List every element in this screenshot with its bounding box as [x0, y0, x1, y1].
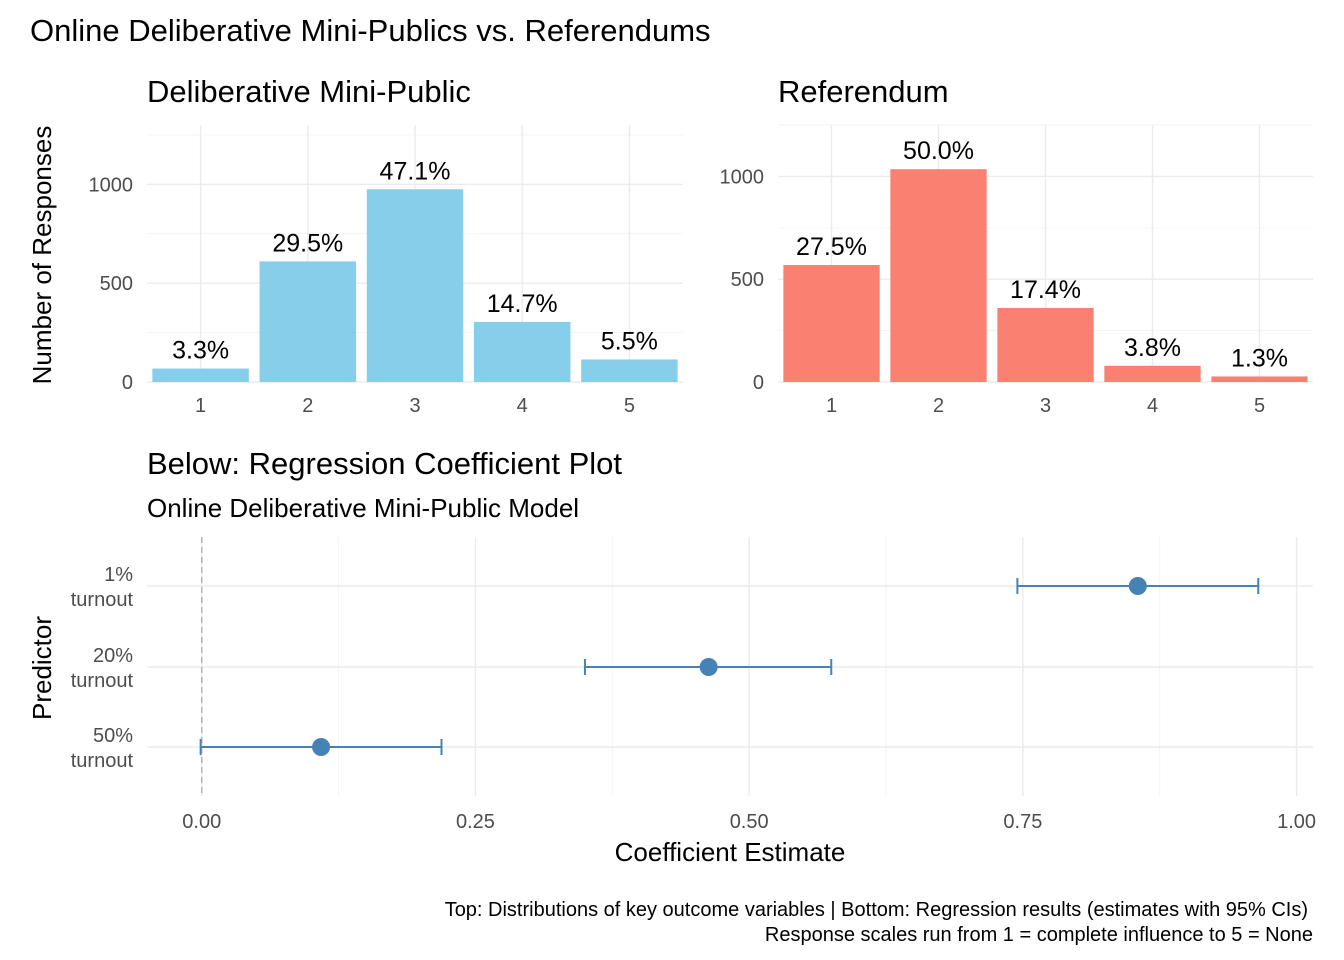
dmp-y-tick-label: 1000: [89, 174, 134, 196]
ref-y-tick-label: 500: [731, 269, 764, 291]
dmp-bar: [259, 261, 357, 382]
dmp-data-label: 47.1%: [380, 157, 451, 185]
ref-x-tick-label: 4: [1147, 395, 1158, 417]
ref-x-ticks: 1 2 3 4 5: [826, 395, 1265, 417]
ref-bars: [783, 169, 1308, 382]
coef-y-ticks: 1% turnout 20% turnout 50% turnout: [71, 564, 134, 772]
ref-bar: [997, 307, 1094, 382]
dmp-panel-title: Deliberative Mini-Public: [147, 74, 471, 109]
predictor-label: 50% turnout: [71, 725, 134, 772]
dmp-data-label: 5.5%: [601, 327, 658, 355]
dmp-bars: [152, 189, 678, 382]
dmp-y-ticks: 0 500 1000: [89, 174, 134, 394]
figure-title: Online Deliberative Mini-Publics vs. Ref…: [30, 13, 711, 48]
ref-x-tick-label: 1: [826, 395, 837, 417]
coef-point: [1128, 577, 1147, 595]
coef-point: [699, 658, 718, 676]
ref-bar: [1104, 365, 1201, 382]
coef-x-axis-title: Coefficient Estimate: [615, 837, 846, 867]
predictor-label: 20% turnout: [71, 645, 134, 692]
ref-panel-title: Referendum: [778, 74, 949, 109]
ref-x-tick-label: 3: [1040, 395, 1051, 417]
ref-data-label: 50.0%: [903, 137, 974, 165]
ref-bar: [783, 265, 880, 382]
coef-y-axis-title: Predictor: [27, 616, 57, 720]
ref-panel: Referendum 27.5% 50.0% 17.4% 3.8% 1.3% 0 500 1…: [720, 74, 1313, 417]
dmp-y-axis-title: Number of Responses: [27, 126, 57, 385]
coef-x-tick-label: 0.50: [730, 811, 769, 833]
ref-x-tick-label: 5: [1254, 395, 1265, 417]
coef-x-tick-label: 0.25: [456, 811, 495, 833]
ref-bar: [1211, 376, 1308, 382]
dmp-x-ticks: 1 2 3 4 5: [195, 395, 635, 417]
ref-y-tick-label: 1000: [720, 166, 765, 188]
coef-x-ticks: 0.00 0.25 0.50 0.75 1.00: [182, 811, 1316, 833]
coef-x-tick-label: 0.00: [182, 811, 221, 833]
dmp-bar: [581, 359, 678, 382]
dmp-panel: Deliberative Mini-Public 3.3% 29.5% 47.1% 1…: [89, 74, 683, 417]
ref-data-label: 17.4%: [1010, 276, 1081, 304]
predictor-label-line: 50%: [93, 725, 133, 747]
coef-marks: [199, 577, 1260, 756]
ref-data-label: 3.8%: [1124, 334, 1181, 362]
dmp-y-tick-label: 500: [100, 273, 133, 295]
coef-panel-subtitle: Online Deliberative Mini-Public Model: [147, 493, 579, 523]
dmp-bar: [152, 368, 249, 382]
dmp-data-label: 29.5%: [272, 229, 343, 257]
dmp-x-tick-label: 1: [195, 395, 206, 417]
dmp-x-tick-label: 5: [624, 395, 635, 417]
caption-line-2: Response scales run from 1 = complete in…: [765, 924, 1313, 946]
dmp-data-label: 3.3%: [172, 337, 229, 365]
predictor-label-line: 1%: [104, 564, 133, 586]
ref-data-labels: 27.5% 50.0% 17.4% 3.8% 1.3%: [796, 137, 1288, 372]
dmp-x-tick-label: 2: [302, 395, 313, 417]
predictor-label-line: turnout: [71, 670, 134, 692]
ref-x-tick-label: 2: [933, 395, 944, 417]
coef-panel-title: Below: Regression Coefficient Plot: [147, 446, 622, 481]
ref-bar: [890, 169, 987, 382]
ref-y-tick-label: 0: [753, 372, 764, 394]
coef-x-tick-label: 1.00: [1277, 811, 1316, 833]
dmp-y-tick-label: 0: [122, 372, 133, 394]
ref-data-label: 1.3%: [1231, 344, 1288, 372]
coef-point: [312, 738, 331, 756]
dmp-bar: [473, 321, 571, 382]
predictor-label-line: turnout: [71, 589, 134, 611]
coef-x-tick-label: 0.75: [1003, 811, 1042, 833]
dmp-data-label: 14.7%: [487, 290, 558, 318]
dmp-bar: [366, 189, 464, 382]
dmp-x-tick-label: 4: [517, 395, 528, 417]
dmp-data-labels: 3.3% 29.5% 47.1% 14.7% 5.5%: [172, 157, 658, 364]
predictor-label-line: 20%: [93, 645, 133, 667]
coef-panel: Below: Regression Coefficient Plot Onlin…: [27, 446, 1316, 867]
predictor-label-line: turnout: [71, 750, 134, 772]
caption-line-1: Top: Distributions of key outcome variab…: [445, 899, 1308, 921]
ref-y-ticks: 0 500 1000: [720, 166, 765, 394]
ref-data-label: 27.5%: [796, 233, 867, 261]
dmp-x-tick-label: 3: [409, 395, 420, 417]
predictor-label: 1% turnout: [71, 564, 134, 611]
